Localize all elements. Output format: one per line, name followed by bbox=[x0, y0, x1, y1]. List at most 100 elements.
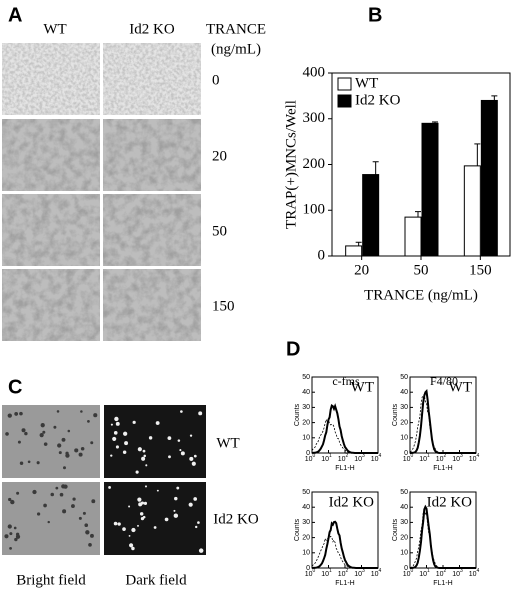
cell bbox=[148, 436, 153, 440]
tick-exponent: 1 bbox=[427, 568, 430, 574]
y-tick-label: 10 bbox=[302, 435, 310, 442]
x-tick-label: 150 bbox=[469, 262, 492, 278]
tick-base: 10 bbox=[452, 571, 460, 578]
tick-exponent: 2 bbox=[444, 568, 447, 574]
cell bbox=[36, 512, 41, 516]
x-tick-label: 101 bbox=[419, 568, 430, 578]
y-tick-label: 30 bbox=[400, 404, 408, 411]
histogram-curve bbox=[410, 389, 476, 454]
histogram-curve bbox=[312, 403, 378, 454]
tick-exponent: 2 bbox=[346, 568, 349, 574]
cell bbox=[4, 534, 9, 539]
cell bbox=[176, 486, 180, 490]
cell bbox=[143, 501, 148, 505]
x-tick-label: 104 bbox=[469, 453, 480, 463]
x-tick-label: 104 bbox=[371, 453, 382, 463]
cell bbox=[193, 454, 197, 458]
cell bbox=[177, 439, 181, 442]
tick-base: 10 bbox=[338, 456, 346, 463]
column-label: Bright field bbox=[16, 572, 86, 588]
cell bbox=[5, 432, 9, 436]
x-tick-label: 100 bbox=[403, 453, 414, 463]
cell bbox=[131, 546, 135, 551]
cell bbox=[65, 451, 69, 455]
cell bbox=[167, 436, 172, 441]
cell bbox=[39, 433, 44, 438]
cell bbox=[62, 509, 67, 514]
cell bbox=[115, 421, 120, 426]
tick-exponent: 4 bbox=[379, 453, 382, 459]
bar bbox=[480, 99, 498, 257]
tick-base: 10 bbox=[338, 571, 346, 578]
cell bbox=[164, 517, 169, 522]
x-tick-label: 104 bbox=[371, 568, 382, 578]
x-tick-label: 101 bbox=[419, 453, 430, 463]
cell bbox=[13, 526, 17, 530]
dose-title: (ng/mL) bbox=[211, 41, 261, 57]
bar-chart: 0 100 200 300 400 TRAP(+)MNCs/Well TRANCE (ng/… bbox=[283, 64, 511, 303]
cell bbox=[124, 441, 129, 446]
tick-base: 10 bbox=[419, 571, 427, 578]
micrographs bbox=[2, 405, 206, 555]
bar bbox=[362, 174, 380, 257]
histogram-curve bbox=[409, 508, 476, 569]
cell bbox=[40, 423, 45, 428]
y-tick-label: 0 bbox=[318, 247, 326, 263]
cell bbox=[58, 451, 62, 455]
y-axis-label: Counts bbox=[392, 518, 399, 541]
cell bbox=[36, 461, 40, 465]
cell bbox=[19, 461, 24, 465]
row-label: Id2 KO bbox=[213, 511, 259, 527]
cell bbox=[71, 504, 75, 508]
cell bbox=[78, 516, 82, 520]
x-tick-label: 102 bbox=[338, 568, 349, 578]
cell bbox=[145, 464, 148, 467]
x-tick-label: 102 bbox=[436, 568, 447, 578]
tick-base: 10 bbox=[321, 456, 329, 463]
micrograph bbox=[103, 194, 201, 266]
cell bbox=[137, 524, 139, 527]
bar bbox=[404, 216, 422, 257]
column-label: Dark field bbox=[125, 572, 187, 588]
cell bbox=[173, 513, 179, 518]
cell bbox=[156, 489, 159, 492]
tick-exponent: 3 bbox=[362, 568, 365, 574]
y-tick-label: 50 bbox=[400, 489, 408, 496]
plot-label: Id2 KO bbox=[329, 494, 375, 510]
cell bbox=[131, 527, 136, 533]
cell bbox=[50, 492, 55, 497]
x-tick-label: 50 bbox=[414, 262, 429, 278]
tick-base: 10 bbox=[305, 456, 313, 463]
bar bbox=[345, 245, 363, 257]
cell bbox=[78, 452, 83, 457]
tick-base: 10 bbox=[354, 571, 362, 578]
cell bbox=[129, 543, 134, 548]
micrograph bbox=[2, 269, 100, 341]
cell bbox=[198, 411, 203, 416]
y-tick-label: 100 bbox=[303, 202, 326, 218]
dose-label: 0 bbox=[212, 72, 220, 88]
cell bbox=[108, 486, 111, 489]
cell bbox=[155, 421, 160, 425]
tick-exponent: 4 bbox=[477, 453, 480, 459]
y-tick-label: 40 bbox=[302, 504, 310, 511]
tick-base: 10 bbox=[305, 571, 313, 578]
micrograph bbox=[2, 119, 100, 191]
x-axis-label: TRANCE (ng/mL) bbox=[364, 287, 478, 303]
y-tick-label: 10 bbox=[302, 550, 310, 557]
tick-exponent: 3 bbox=[460, 453, 463, 459]
cell bbox=[113, 431, 118, 435]
tick-exponent: 1 bbox=[427, 453, 430, 459]
cell bbox=[8, 497, 12, 502]
x-tick-label: 20 bbox=[354, 262, 369, 278]
cell bbox=[59, 492, 64, 497]
x-axis-label: FL1-H bbox=[335, 465, 354, 472]
cell bbox=[57, 443, 62, 448]
cell bbox=[42, 430, 46, 434]
bar bbox=[421, 122, 439, 257]
y-tick-label: 0 bbox=[306, 450, 310, 457]
x-tick-label: 100 bbox=[305, 453, 316, 463]
y-tick-label: 10 bbox=[400, 550, 408, 557]
tick-exponent: 1 bbox=[329, 453, 332, 459]
